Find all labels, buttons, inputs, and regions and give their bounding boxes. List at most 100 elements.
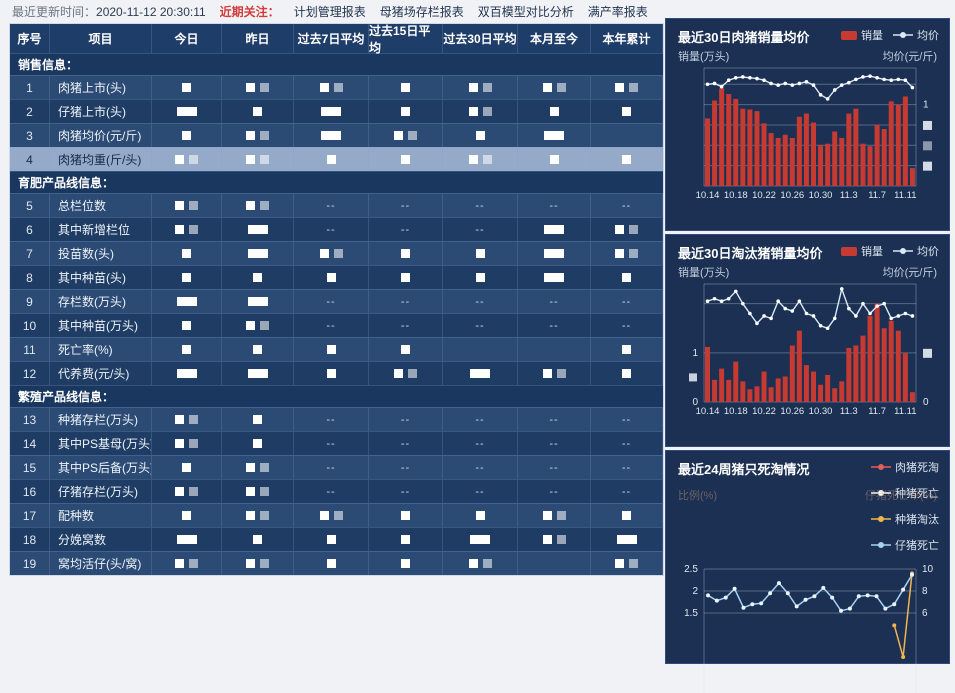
table-row[interactable]: 14 其中PS基母(万头) -- -- -- -- --: [10, 431, 663, 455]
bar-销量[interactable]: [853, 108, 859, 186]
line-point-仔猪死亡[interactable]: [892, 602, 897, 607]
table-row[interactable]: 18 分娩窝数: [10, 527, 663, 551]
bar-销量[interactable]: [825, 374, 831, 402]
bar-销量[interactable]: [818, 384, 824, 402]
bar-销量[interactable]: [853, 345, 859, 402]
line-point-均价[interactable]: [896, 314, 901, 318]
bar-销量[interactable]: [782, 134, 788, 186]
line-point-均价[interactable]: [854, 77, 858, 82]
line-point-均价[interactable]: [726, 296, 731, 301]
chart-plot[interactable]: 10.14 10.18 10.22 10.26 10.30 11.3 11.7 11.11 1: [666, 64, 949, 230]
line-point-仔猪死亡[interactable]: [865, 593, 870, 598]
line-point-仔猪死亡[interactable]: [821, 585, 826, 590]
legend-item[interactable]: 仔猪死亡: [871, 537, 939, 553]
line-point-均价[interactable]: [776, 83, 780, 87]
line-point-均价[interactable]: [847, 306, 851, 311]
legend-item[interactable]: 销量: [841, 243, 883, 259]
table-row[interactable]: 2 仔猪上市(头): [10, 99, 663, 123]
line-point-仔猪死亡[interactable]: [856, 594, 861, 599]
bar-销量[interactable]: [768, 387, 774, 402]
bar-销量[interactable]: [726, 379, 732, 402]
line-point-仔猪死亡[interactable]: [732, 586, 737, 591]
line-point-均价[interactable]: [783, 306, 788, 311]
line-point-均价[interactable]: [882, 301, 886, 306]
bar-销量[interactable]: [740, 381, 746, 402]
line-point-种猪淘汰[interactable]: [892, 623, 897, 628]
table-row[interactable]: 5 总栏位数 -- -- -- -- --: [10, 193, 663, 217]
line-point-仔猪死亡[interactable]: [741, 605, 746, 610]
line-point-均价[interactable]: [769, 81, 773, 86]
legend-item[interactable]: 均价: [893, 27, 939, 43]
bar-销量[interactable]: [803, 365, 809, 402]
line-point-均价[interactable]: [762, 314, 766, 318]
report-link-1[interactable]: 计划管理报表: [293, 5, 366, 19]
table-row[interactable]: 9 存栏数(万头) -- -- -- -- --: [10, 289, 663, 313]
line-point-均价[interactable]: [797, 81, 802, 86]
line-point-仔猪死亡[interactable]: [883, 606, 888, 611]
table-row[interactable]: 17 配种数: [10, 503, 663, 527]
line-point-均价[interactable]: [748, 75, 752, 80]
bar-销量[interactable]: [719, 88, 725, 186]
bar-销量[interactable]: [712, 100, 718, 186]
line-point-仔猪死亡[interactable]: [839, 608, 844, 613]
table-row[interactable]: 11 死亡率(%): [10, 337, 663, 361]
bar-销量[interactable]: [768, 133, 774, 186]
report-link-3[interactable]: 双百模型对比分析: [477, 5, 574, 19]
bar-销量[interactable]: [733, 361, 739, 402]
line-point-均价[interactable]: [875, 75, 879, 80]
line-point-均价[interactable]: [882, 77, 886, 82]
line-point-种猪淘汰[interactable]: [901, 655, 906, 659]
line-point-均价[interactable]: [854, 314, 858, 318]
bar-销量[interactable]: [895, 104, 901, 186]
bar-销量[interactable]: [881, 328, 887, 402]
line-point-仔猪死亡[interactable]: [706, 593, 710, 598]
bar-销量[interactable]: [874, 303, 880, 402]
line-point-均价[interactable]: [825, 97, 830, 101]
table-row[interactable]: 3 肉猪均价(元/斤): [10, 123, 663, 147]
bar-销量[interactable]: [811, 371, 816, 402]
bar-销量[interactable]: [881, 129, 887, 186]
table-row[interactable]: 16 仔猪存栏(万头) -- -- -- -- --: [10, 479, 663, 503]
line-point-均价[interactable]: [733, 75, 738, 80]
bar-销量[interactable]: [796, 116, 802, 186]
table-row[interactable]: 13 种猪存栏(万头) -- -- -- -- --: [10, 407, 663, 431]
bar-销量[interactable]: [867, 146, 873, 186]
table-row[interactable]: 1 肉猪上市(头): [10, 75, 663, 99]
line-point-均价[interactable]: [705, 82, 710, 87]
report-link-4[interactable]: 满产率报表: [587, 5, 648, 19]
line-point-均价[interactable]: [776, 299, 780, 304]
line-point-均价[interactable]: [726, 78, 731, 83]
bar-销量[interactable]: [846, 347, 852, 402]
line-point-仔猪死亡[interactable]: [847, 606, 852, 611]
table-row[interactable]: 12 代养费(元/头): [10, 361, 663, 385]
bar-销量[interactable]: [811, 122, 816, 186]
line-point-均价[interactable]: [889, 78, 894, 83]
line-point-均价[interactable]: [811, 314, 816, 318]
table-row[interactable]: 7 投苗数(头): [10, 241, 663, 265]
line-point-均价[interactable]: [896, 77, 901, 82]
line-point-均价[interactable]: [818, 93, 823, 97]
line-point-均价[interactable]: [712, 296, 717, 301]
bar-销量[interactable]: [909, 392, 915, 402]
bar-销量[interactable]: [747, 389, 753, 402]
bar-销量[interactable]: [895, 330, 901, 402]
line-point-均价[interactable]: [741, 301, 745, 306]
line-point-仔猪死亡[interactable]: [768, 591, 773, 596]
bar-销量[interactable]: [839, 137, 845, 186]
bar-销量[interactable]: [761, 371, 767, 402]
bar-销量[interactable]: [789, 137, 795, 186]
line-point-均价[interactable]: [783, 81, 788, 86]
bar-销量[interactable]: [803, 113, 809, 186]
bar-销量[interactable]: [733, 98, 739, 186]
line-point-均价[interactable]: [811, 83, 816, 87]
line-point-均价[interactable]: [712, 81, 717, 86]
bar-销量[interactable]: [796, 330, 802, 402]
line-point-仔猪死亡[interactable]: [785, 591, 790, 596]
line-point-仔猪死亡[interactable]: [874, 594, 879, 599]
bar-销量[interactable]: [818, 145, 824, 186]
line-point-仔猪死亡[interactable]: [714, 598, 719, 603]
bar-销量[interactable]: [832, 131, 838, 186]
line-point-均价[interactable]: [797, 299, 802, 304]
bar-销量[interactable]: [909, 168, 915, 186]
line-point-均价[interactable]: [790, 309, 795, 313]
